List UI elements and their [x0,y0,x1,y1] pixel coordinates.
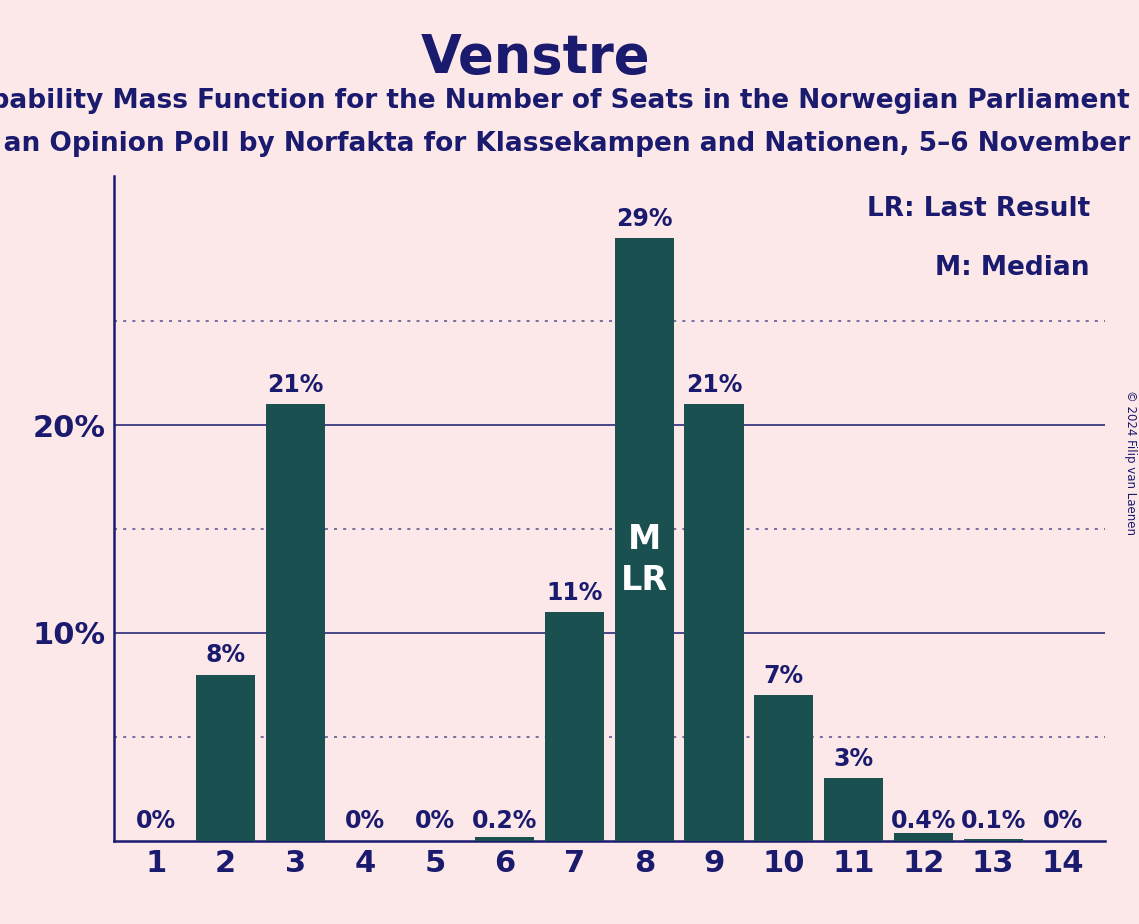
Text: 0%: 0% [415,808,454,833]
Text: 8%: 8% [205,643,246,667]
Bar [894,833,953,841]
Text: 21%: 21% [268,373,323,397]
Bar [196,675,255,841]
Text: Probability Mass Function for the Number of Seats in the Norwegian Parliament: Probability Mass Function for the Number… [0,88,1130,114]
Bar [685,405,744,841]
Text: LR: Last Result: LR: Last Result [867,196,1090,222]
Bar [544,612,604,841]
Text: M: Median: M: Median [935,255,1090,282]
Text: 0.1%: 0.1% [960,808,1026,833]
Bar [265,405,325,841]
Text: 0%: 0% [136,808,175,833]
Text: 11%: 11% [547,581,603,605]
Text: 0.4%: 0.4% [891,808,956,833]
Text: Based on an Opinion Poll by Norfakta for Klassekampen and Nationen, 5–6 November: Based on an Opinion Poll by Norfakta for… [0,131,1139,157]
Text: M
LR: M LR [621,523,667,597]
Text: 0%: 0% [345,808,385,833]
Bar [615,238,674,841]
Text: 21%: 21% [686,373,743,397]
Bar [964,839,1023,841]
Bar [754,695,813,841]
Text: Venstre: Venstre [420,32,650,84]
Text: 0.2%: 0.2% [472,808,538,833]
Text: © 2024 Filip van Laenen: © 2024 Filip van Laenen [1124,390,1137,534]
Text: 0%: 0% [1043,808,1083,833]
Text: 3%: 3% [834,748,874,772]
Bar [475,837,534,841]
Text: 29%: 29% [616,207,672,231]
Bar [823,778,883,841]
Text: 7%: 7% [764,664,804,688]
